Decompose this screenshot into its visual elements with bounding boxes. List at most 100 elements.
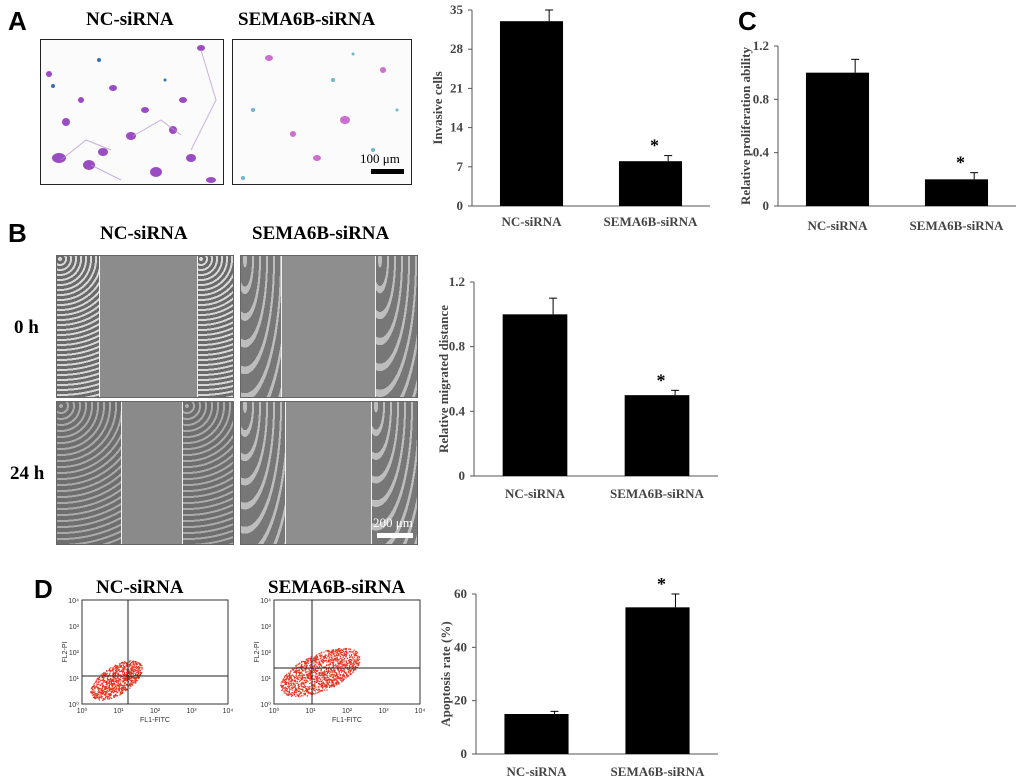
y-tick-label: 14: [450, 120, 464, 135]
invasion-image-nc: [40, 39, 224, 185]
x-category-label: NC-siRNA: [507, 764, 568, 779]
chart-apoptosis-rate: 0 20 40 60 Apoptosis rate (%) NC-siRNA * SEMA6B…: [438, 574, 718, 779]
panel-letter-d: D: [34, 574, 53, 604]
scale-bar-b: [377, 533, 413, 538]
flow-y-tick: 10⁴: [260, 598, 271, 605]
y-tick-label: 0.8: [449, 339, 466, 354]
flow-y-tick: 10²: [261, 650, 272, 657]
x-category-label: NC-siRNA: [505, 486, 566, 501]
y-axis-label: Invasive cells: [430, 71, 445, 144]
flow-y-label: FL2-PI: [62, 641, 69, 662]
x-category-label: NC-siRNA: [808, 218, 869, 233]
y-tick-label: 1.2: [449, 274, 465, 289]
flow-y-tick: 10³: [261, 624, 272, 631]
x-category-label: SEMA6B-siRNA: [910, 218, 1005, 233]
wound-edge-line: [182, 402, 183, 544]
scale-label-b: 200 μm: [373, 515, 413, 530]
cell-layer-left: [57, 402, 121, 544]
flow-events: [280, 647, 361, 698]
scale-bar-a: [371, 169, 404, 174]
chart-relative-migrated-distance: 0 0.4 0.8 1.2 Relative migrated distance NC-s…: [436, 274, 718, 501]
y-tick-label: 40: [454, 639, 467, 654]
wound-edge-line: [99, 256, 100, 397]
flow-y-tick: 10³: [69, 624, 80, 631]
flow-x-tick: 10⁴: [415, 708, 426, 715]
y-tick-label: 0: [459, 468, 466, 483]
y-tick-label: 21: [450, 80, 463, 95]
bar: [499, 21, 564, 207]
flow-events: [90, 660, 143, 701]
y-tick-label: 0: [763, 198, 770, 213]
x-category-label: NC-siRNA: [502, 214, 563, 229]
wound-image-nc-0h: [56, 255, 234, 398]
flow-x-tick: 10³: [378, 708, 389, 715]
panel-letter-a: A: [8, 6, 27, 36]
flow-y-tick: 10⁰: [260, 701, 271, 709]
scale-label-a: 100 μm: [360, 151, 400, 166]
row-label-24h: 24 h: [10, 463, 45, 484]
flow-y-tick: 10⁰: [68, 701, 79, 709]
wound-edge-line: [281, 256, 282, 397]
cell-layer-right: [376, 256, 417, 397]
y-tick-label: 35: [450, 2, 464, 17]
flow-x-label: FL1-FITC: [140, 717, 170, 722]
image-title-b-sema6b: SEMA6B-siRNA: [252, 223, 390, 244]
bar: [805, 72, 870, 206]
flow-x-tick: 10²: [150, 708, 161, 715]
flow-x-label: FL1-FITC: [332, 717, 362, 722]
invasion-cells-nc: [46, 45, 217, 183]
flow-y-tick: 10²: [69, 650, 80, 657]
bar: [924, 179, 989, 206]
x-category-label: SEMA6B-siRNA: [611, 764, 706, 779]
bar: [504, 714, 569, 754]
flow-x-tick: 10³: [186, 708, 197, 715]
significance-marker: *: [956, 153, 965, 173]
image-title-a-nc: NC-siRNA: [86, 9, 174, 30]
image-title-d-nc: NC-siRNA: [96, 577, 184, 598]
wound-image-sema6b-24h: 200 μm: [240, 401, 418, 545]
cell-layer-right: [372, 402, 417, 544]
y-axis-label: Apoptosis rate (%): [438, 621, 453, 726]
y-tick-label: 20: [454, 693, 467, 708]
wound-edge-line: [285, 402, 286, 544]
image-title-a-sema6b: SEMA6B-siRNA: [238, 9, 376, 30]
flow-x-tick: 10²: [342, 708, 353, 715]
flow-x-tick: 10⁰: [77, 707, 88, 715]
y-tick-label: 0.8: [753, 91, 770, 106]
image-title-b-nc: NC-siRNA: [100, 223, 188, 244]
y-axis-label: Relative proliferation ability: [738, 47, 753, 205]
flow-x-tick: 10¹: [113, 708, 124, 715]
cell-layer-right: [198, 256, 233, 397]
image-title-d-sema6b: SEMA6B-siRNA: [268, 577, 406, 598]
flow-y-label: FL2-PI: [254, 641, 261, 662]
wound-edge-line: [197, 256, 198, 397]
significance-marker: *: [650, 136, 659, 156]
flow-x-tick: 10¹: [305, 708, 316, 715]
bar: [624, 395, 690, 476]
cell-layer-left: [57, 256, 99, 397]
y-tick-label: 28: [450, 41, 464, 56]
flow-y-tick: 10¹: [261, 676, 272, 683]
x-category-label: SEMA6B-siRNA: [604, 214, 699, 229]
y-axis-label: Relative migrated distance: [436, 305, 451, 453]
bar: [502, 314, 568, 476]
invasion-image-sema6b: 100 μm: [232, 39, 412, 185]
panel-letter-b: B: [8, 218, 27, 248]
cell-layer-right: [183, 402, 233, 544]
flow-plot-frame: [81, 599, 229, 705]
y-tick-label: 0: [457, 198, 464, 213]
wound-edge-line: [371, 402, 372, 544]
bar: [625, 607, 690, 754]
chart-invasive-cells: 0 7 14 21 28 35 Invasive cells NC-siRNA * SEMA6B-…: [430, 2, 710, 229]
flow-y-tick: 10⁴: [68, 598, 79, 605]
cell-layer-left: [241, 256, 281, 397]
invasion-cells-sema6b: [241, 52, 399, 180]
wound-image-nc-24h: [56, 401, 234, 545]
bar: [618, 161, 683, 206]
panel-letter-c: C: [738, 6, 757, 36]
flow-x-tick: 10⁴: [223, 708, 234, 715]
wound-image-sema6b-0h: [240, 255, 418, 398]
